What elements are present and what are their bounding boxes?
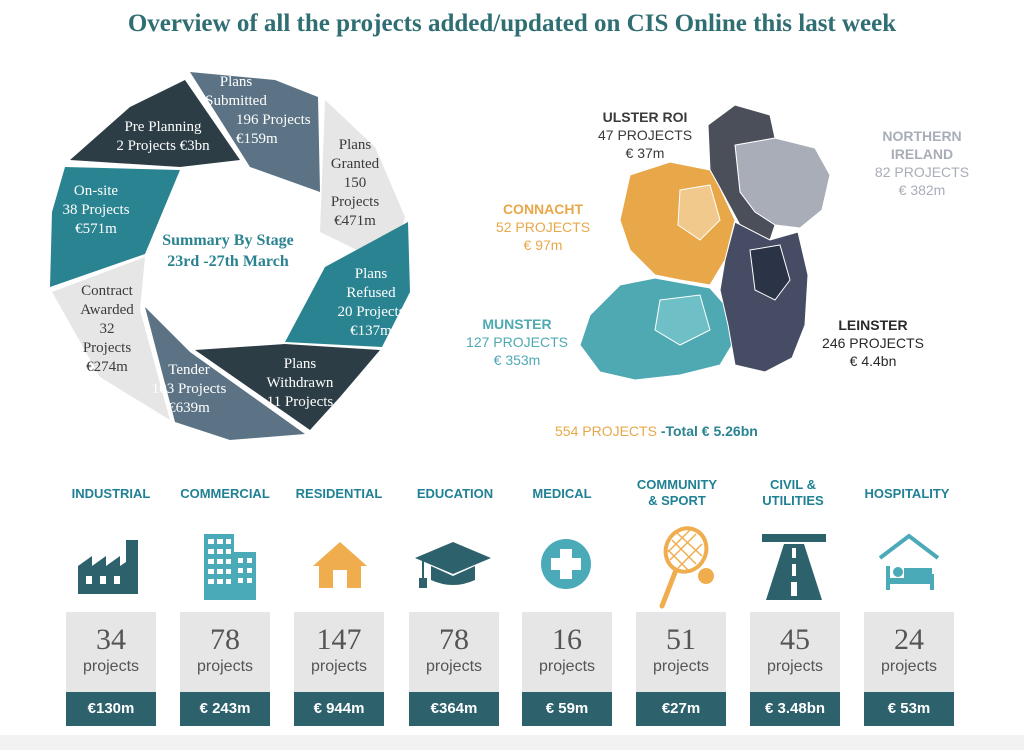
sector-count-industrial: 34 projects	[66, 612, 156, 692]
stage-label-plans-granted: Plans Granted 150 Projects €471m	[330, 137, 380, 229]
stage-label-on-site: On-site 38 Projects €571m	[62, 183, 130, 237]
stage-label-tender: Tender 103 Projects €639m	[151, 362, 227, 416]
sector-value-community-sport: €27m	[636, 692, 726, 726]
road-icon	[762, 534, 826, 600]
bottom-strip	[0, 735, 1024, 750]
sector-label-medical: MEDICAL	[532, 486, 592, 501]
region-munster: MUNSTER 127 PROJECTS € 353m	[466, 316, 568, 368]
sector-label-civil-utilities: CIVIL & UTILITIES	[762, 477, 824, 508]
total-value: -Total € 5.26bn	[656, 423, 758, 439]
stage-segment-plans-refused	[285, 222, 410, 347]
sector-label-industrial: INDUSTRIAL	[71, 486, 151, 501]
summary-heading: Summary By Stage 23rd -27th March	[162, 232, 294, 270]
stage-wheel	[50, 72, 410, 440]
stage-label-contract-awarded: Contract Awarded 32 Projects €274m	[80, 283, 134, 375]
stage-label-plans-withdrawn: Plans Withdrawn 11 Projects	[266, 356, 334, 410]
house-icon	[313, 542, 367, 588]
sector-value-education: €364m	[409, 692, 499, 726]
hotel-bed-icon	[878, 533, 940, 590]
sector-count-residential: 147 projects	[294, 612, 384, 692]
stage-segment-tender	[145, 307, 305, 440]
map-region-leinster	[719, 221, 809, 373]
total-summary: 554 PROJECTS -Total € 5.26bn	[555, 423, 758, 439]
stage-segment-pre-planning	[70, 80, 240, 167]
region-ulster-roi: ULSTER ROI 47 PROJECTS € 37m	[598, 109, 693, 161]
ireland-map	[579, 104, 831, 381]
sector-label-hospitality: HOSPITALITY	[864, 486, 950, 501]
graduation-cap-icon	[415, 542, 491, 588]
sector-value-industrial: €130m	[66, 692, 156, 726]
factory-icon	[78, 540, 138, 594]
stage-segment-contract-awarded	[52, 257, 170, 420]
sector-label-commercial: COMMERCIAL	[180, 486, 270, 501]
stage-segment-on-site	[50, 167, 180, 287]
sector-value-commercial: € 243m	[180, 692, 270, 726]
sector-value-civil-utilities: € 3.48bn	[750, 692, 840, 726]
sector-count-community-sport: 51 projects	[636, 612, 726, 692]
page-title: Overview of all the projects added/updat…	[127, 10, 897, 37]
tennis-racket-icon	[659, 526, 714, 609]
stage-label-plans-refused: Plans Refused 20 Projects €137m	[337, 266, 405, 339]
stage-label-pre-planning: Pre Planning 2 Projects €3bn	[116, 119, 210, 154]
sector-value-hospitality: € 53m	[864, 692, 954, 726]
sector-count-medical: 16 projects	[522, 612, 612, 692]
sector-count-commercial: 78 projects	[180, 612, 270, 692]
sector-value-medical: € 59m	[522, 692, 612, 726]
sector-label-education: EDUCATION	[416, 486, 494, 501]
medical-cross-icon	[541, 539, 591, 589]
sector-value-residential: € 944m	[294, 692, 384, 726]
sector-label-residential: RESIDENTIAL	[295, 486, 383, 501]
sector-count-civil-utilities: 45 projects	[750, 612, 840, 692]
sector-count-hospitality: 24 projects	[864, 612, 954, 692]
stage-label-plans-submitted: Plans Submitted 196 Projects €159m	[205, 74, 311, 147]
region-leinster: LEINSTER 246 PROJECTS € 4.4bn	[822, 317, 924, 369]
stage-segment-plans-submitted	[190, 72, 320, 192]
sector-count-education: 78 projects	[409, 612, 499, 692]
stage-segment-plans-granted	[320, 100, 405, 267]
sector-label-community-sport: COMMUNITY & SPORT	[636, 477, 718, 508]
office-building-icon	[204, 534, 256, 600]
region-northern-ireland: NORTHERN IRELAND 82 PROJECTS € 382m	[874, 128, 970, 198]
region-connacht: CONNACHT 52 PROJECTS € 97m	[495, 201, 591, 253]
total-projects: 554 PROJECTS	[555, 423, 657, 439]
stage-segment-plans-withdrawn	[195, 344, 380, 430]
